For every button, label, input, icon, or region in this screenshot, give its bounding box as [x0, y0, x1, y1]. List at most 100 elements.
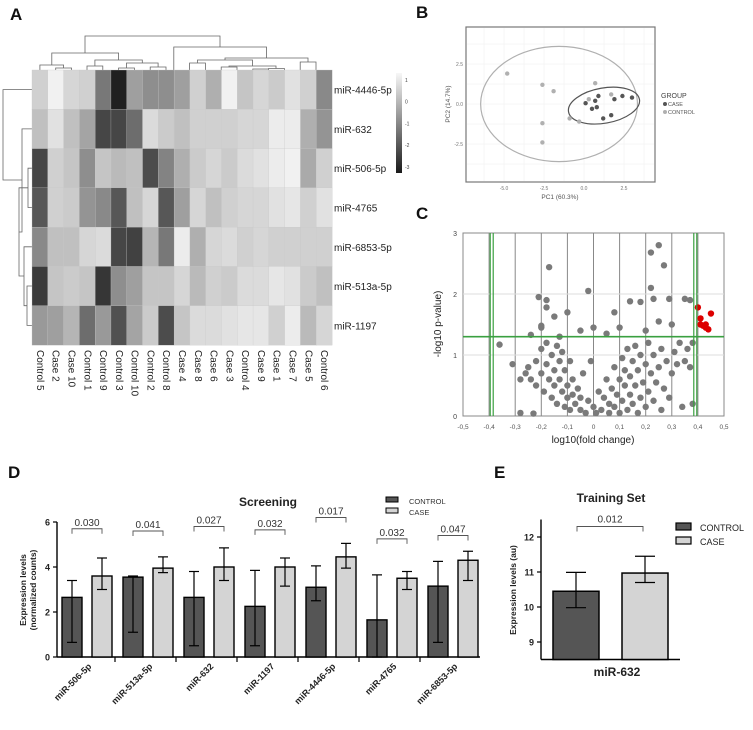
heatmap-column-label: Case 7	[287, 350, 298, 382]
pca-y-tick-label: 2.5	[456, 62, 463, 68]
volcano-point	[532, 382, 540, 389]
heatmap-cell	[95, 148, 112, 189]
heatmap-cell	[300, 109, 317, 149]
heatmap-cell	[126, 266, 143, 307]
significance-bracket	[71, 528, 103, 534]
colorbar-tick-label: 1	[405, 78, 408, 84]
heatmap-cell	[142, 187, 159, 228]
heatmap-cell	[284, 148, 301, 189]
volcano-point	[611, 403, 618, 411]
volcano-point	[543, 296, 550, 304]
volcano-x-tick-label: -0,3	[510, 424, 522, 431]
volcano-point	[637, 351, 644, 359]
volcano-point	[545, 263, 553, 271]
heatmap-row-label: miR-506-5p	[334, 164, 387, 175]
heatmap-cell	[316, 305, 333, 346]
heatmap-cell	[142, 148, 159, 189]
volcano-point	[629, 357, 636, 365]
heatmap-cell	[237, 187, 254, 228]
pca-point-case	[596, 93, 601, 99]
heatmap-cell	[79, 148, 96, 189]
volcano-point	[538, 345, 545, 353]
pca-point-control	[577, 119, 582, 124]
pca-legend-swatch	[663, 110, 667, 114]
panel-label-c: C	[416, 204, 428, 223]
category-label: miR-632	[184, 661, 216, 693]
volcano-point	[564, 382, 571, 389]
heatmap-cell	[237, 305, 254, 346]
screening-bar-chart: 0 2 4 6 0.030 miR-506-5p 0.041 miR-513a-5p 0.027…	[18, 495, 480, 706]
heatmap-column-label: Case 2	[50, 350, 61, 382]
pca-point-control	[586, 97, 591, 102]
heatmap-cell	[268, 305, 285, 346]
volcano-x-tick-label: -0,1	[562, 424, 574, 431]
volcano-point	[668, 370, 675, 377]
heatmap-cell	[252, 109, 270, 149]
volcano-point	[637, 394, 644, 401]
heatmap-cell	[158, 109, 175, 149]
heatmap-cell	[316, 266, 333, 307]
pca-point-control	[567, 116, 572, 121]
heatmap-column-label: Case 5	[302, 350, 313, 382]
volcano-point	[605, 400, 613, 407]
volcano-point	[566, 406, 574, 414]
volcano-point	[517, 376, 524, 383]
heatmap-cell	[252, 266, 270, 307]
heatmap-cell	[173, 305, 191, 346]
heatmap-cell	[316, 69, 333, 110]
heatmap-cell	[221, 226, 238, 267]
heatmap-cell	[126, 187, 143, 228]
volcano-point	[561, 403, 568, 411]
volcano-point	[626, 298, 634, 305]
volcano-point	[621, 367, 629, 374]
heatmap-cell	[189, 266, 207, 307]
pca-x-tick-label: 2.5	[621, 186, 628, 192]
heatmap-column-label: Control 9	[97, 350, 108, 391]
volcano-point	[639, 379, 647, 386]
heatmap-cell	[221, 69, 238, 110]
volcano-point	[553, 342, 561, 350]
volcano-point	[686, 364, 694, 371]
volcano-point	[634, 409, 642, 417]
volcano-point	[655, 318, 662, 325]
heatmap-cell	[47, 69, 64, 110]
volcano-point	[590, 403, 597, 411]
category-label: miR-513a-5p	[109, 661, 154, 706]
heatmap-cell	[79, 69, 96, 110]
bar-case	[621, 572, 669, 661]
legend-item: CONTROL	[700, 523, 744, 533]
heatmap-column-label: Control 6	[318, 350, 329, 391]
panel-label-a: A	[10, 5, 22, 24]
volcano-point	[611, 364, 618, 371]
heatmap-cell	[300, 187, 317, 228]
pca-point-case	[589, 106, 595, 112]
colorbar-tick-label: 0	[405, 100, 408, 106]
heatmap-cell	[173, 187, 191, 228]
volcano-x-tick-label: 0,1	[615, 424, 624, 431]
heatmap-cell	[110, 69, 128, 110]
heatmap-cell	[252, 187, 270, 228]
heatmap-cell	[31, 226, 49, 267]
volcano-point	[668, 321, 675, 328]
heatmap-cell	[237, 69, 254, 110]
volcano-point	[525, 364, 532, 371]
volcano-point	[676, 339, 683, 346]
volcano-point	[577, 406, 584, 414]
y-tick-label: 12	[524, 533, 534, 543]
heatmap-cell	[316, 148, 333, 189]
heatmap-cell	[189, 226, 207, 267]
heatmap-cell	[79, 187, 96, 228]
volcano-point	[577, 327, 584, 334]
p-value-label: 0.032	[257, 519, 282, 530]
volcano-point	[608, 385, 615, 392]
volcano-x-tick-label: 0,4	[693, 424, 702, 431]
volcano-significant-point	[697, 315, 704, 322]
volcano-point	[660, 385, 668, 392]
legend-swatch	[385, 496, 399, 503]
volcano-point	[585, 397, 592, 404]
heatmap-cell	[110, 305, 128, 346]
heatmap-cell	[252, 305, 270, 346]
heatmap-cell	[284, 109, 301, 149]
heatmap-column-label: Control 1	[81, 350, 92, 391]
volcano-point	[574, 385, 582, 392]
